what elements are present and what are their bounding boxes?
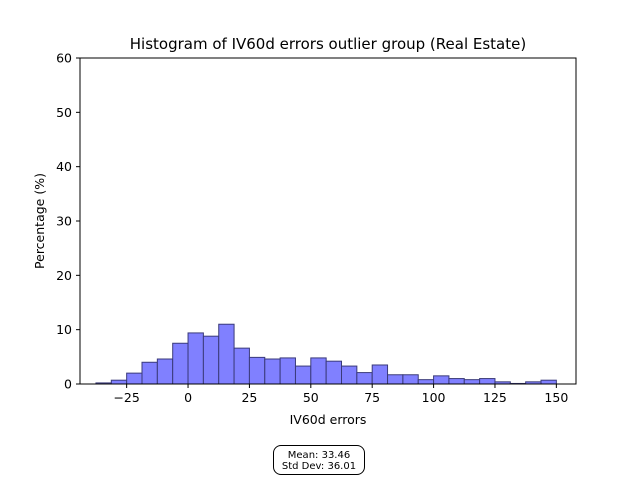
- x-axis-ticks: −25 0 25 50 75 100 125 150: [113, 384, 568, 405]
- histogram-bar: [264, 358, 281, 385]
- y-axis-label: Percentage (%): [32, 173, 47, 269]
- histogram-bar: [218, 323, 235, 385]
- bars-group: [95, 323, 557, 385]
- y-tick-label: 10: [56, 322, 72, 337]
- y-tick-label: 20: [56, 268, 72, 283]
- x-tick-label: 125: [483, 390, 507, 405]
- histogram-bar: [433, 375, 450, 385]
- plot-frame: [79, 57, 577, 385]
- histogram-bar: [387, 374, 404, 385]
- histogram-bar: [110, 379, 128, 385]
- chart-title: Histogram of IV60d errors outlier group …: [130, 35, 526, 53]
- x-tick-label: −25: [113, 390, 139, 405]
- histogram-bar: [463, 379, 481, 385]
- histogram-bar: [187, 332, 204, 385]
- histogram-bar: [371, 364, 389, 385]
- std-dev-label: Std Dev: 36.01: [281, 461, 357, 472]
- y-tick-label: 60: [56, 51, 72, 66]
- x-tick-label: 100: [422, 390, 446, 405]
- histogram-bar: [402, 374, 419, 385]
- histogram-bar: [310, 357, 327, 385]
- histogram-bar: [448, 378, 465, 385]
- histogram-bar: [341, 365, 358, 385]
- histogram-bar: [202, 335, 220, 385]
- histogram-bar: [141, 361, 158, 385]
- histogram-bar: [233, 347, 250, 385]
- y-tick-label: 0: [64, 377, 72, 392]
- histogram-bar: [126, 372, 143, 385]
- histogram-bar: [294, 365, 312, 385]
- histogram-bar: [540, 379, 557, 385]
- x-tick-label: 50: [303, 390, 319, 405]
- y-tick-label: 30: [56, 214, 72, 229]
- histogram-bar: [156, 358, 174, 385]
- y-axis-ticks: 0 10 20 30 40 50 60: [56, 51, 80, 392]
- histogram-bar: [279, 357, 296, 385]
- histogram-bar: [172, 342, 189, 385]
- histogram-bar: [356, 372, 373, 385]
- x-tick-label: 25: [241, 390, 257, 405]
- histogram-bar: [417, 379, 435, 385]
- histogram-bar: [325, 360, 343, 385]
- stats-box: Mean: 33.46 Std Dev: 36.01: [273, 445, 365, 475]
- histogram-bar: [479, 378, 496, 385]
- y-tick-label: 50: [56, 105, 72, 120]
- x-tick-label: 0: [184, 390, 192, 405]
- x-tick-label: 75: [364, 390, 380, 405]
- x-tick-label: 150: [544, 390, 568, 405]
- histogram-bar: [248, 356, 266, 385]
- y-tick-label: 40: [56, 159, 72, 174]
- x-axis-label: IV60d errors: [290, 412, 367, 427]
- mean-label: Mean: 33.46: [287, 450, 351, 461]
